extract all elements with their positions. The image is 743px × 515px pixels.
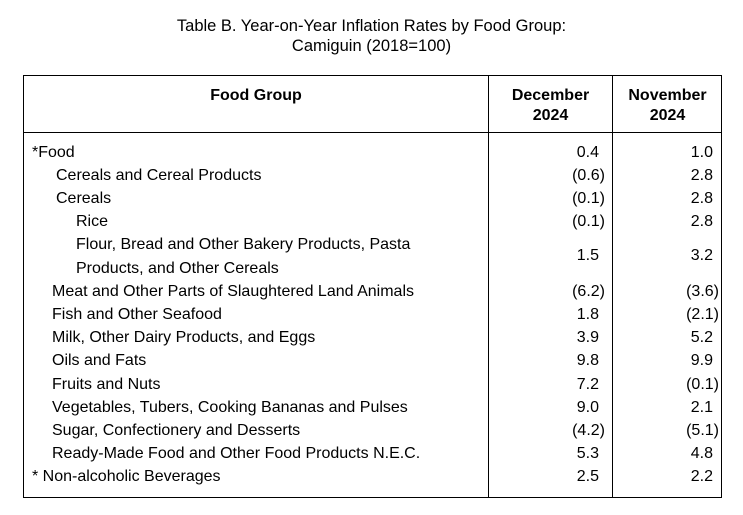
column-divider — [612, 75, 613, 498]
november-value: (5.1) — [686, 422, 719, 439]
november-value: 2.8 — [690, 213, 713, 230]
table-border — [23, 75, 722, 498]
table-row: Flour, Bread and Other Bakery Products, … — [23, 233, 722, 280]
november-value: 5.2 — [690, 329, 713, 346]
row-label: Ready-Made Food and Other Food Products … — [52, 445, 421, 462]
december-value: 2.5 — [576, 468, 599, 485]
header-november-label: November — [628, 87, 707, 104]
november-value: 3.2 — [690, 247, 713, 264]
december-value: 1.5 — [576, 247, 599, 264]
november-value: (2.1) — [686, 306, 719, 323]
december-value: 5.3 — [576, 445, 599, 462]
november-value: (3.6) — [686, 283, 719, 300]
december-value: (0.1) — [572, 213, 605, 230]
header-december-label: December — [511, 87, 590, 104]
row-label: Vegetables, Tubers, Cooking Bananas and … — [52, 399, 408, 416]
december-value: 0.4 — [576, 144, 599, 161]
november-value: (0.1) — [686, 376, 719, 393]
table-title: Table B. Year-on-Year Inflation Rates by… — [176, 17, 567, 35]
row-label: Milk, Other Dairy Products, and Eggs — [52, 329, 316, 346]
row-label: Oils and Fats — [52, 352, 147, 369]
table-subtitle: Camiguin (2018=100) — [291, 37, 452, 55]
header-divider — [23, 132, 722, 133]
december-value: (6.2) — [572, 283, 605, 300]
row-label: Cereals — [56, 190, 112, 207]
december-value: 7.2 — [576, 376, 599, 393]
november-value: 4.8 — [690, 445, 713, 462]
december-value: (0.1) — [572, 190, 605, 207]
december-value: 1.8 — [576, 306, 599, 323]
row-label: Meat and Other Parts of Slaughtered Land… — [52, 283, 414, 300]
december-value: 9.8 — [576, 352, 599, 369]
november-value: 2.8 — [690, 167, 713, 184]
november-value: 2.8 — [690, 190, 713, 207]
november-value: 2.2 — [690, 468, 713, 485]
row-label-line2: Products, and Other Cereals — [76, 259, 279, 277]
row-label-line1: Flour, Bread and Other Bakery Products, … — [76, 236, 411, 253]
row-label: Cereals and Cereal Products — [56, 167, 262, 184]
november-value: 9.9 — [690, 352, 713, 369]
header-november-year: 2024 — [649, 107, 686, 124]
header-november-2024: November 2024 — [613, 86, 722, 126]
column-divider — [488, 75, 489, 498]
december-value: 9.0 — [576, 399, 599, 416]
row-label: * Non-alcoholic Beverages — [32, 468, 221, 485]
december-value: 3.9 — [576, 329, 599, 346]
december-value: (4.2) — [572, 422, 605, 439]
november-value: 1.0 — [690, 144, 713, 161]
header-december-2024: December 2024 — [489, 86, 612, 126]
row-label: *Food — [32, 144, 75, 161]
row-label: Fruits and Nuts — [52, 376, 161, 393]
header-food-group-label: Food Group — [210, 87, 302, 104]
row-label: Rice — [76, 213, 109, 230]
header-december-year: 2024 — [532, 107, 569, 124]
november-value: 2.1 — [690, 399, 713, 416]
december-value: (0.6) — [572, 167, 605, 184]
row-label: Fish and Other Seafood — [52, 306, 222, 323]
header-food-group: Food Group — [23, 86, 489, 106]
row-label: Sugar, Confectionery and Desserts — [52, 422, 301, 439]
